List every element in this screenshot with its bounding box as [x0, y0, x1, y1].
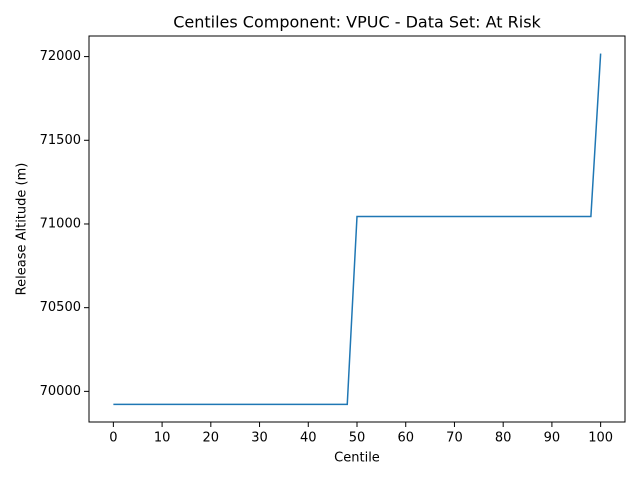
- x-tick-label: 30: [251, 431, 268, 446]
- x-tick-label: 100: [588, 431, 613, 446]
- x-tick-label: 20: [203, 431, 220, 446]
- x-axis-label: Centile: [334, 451, 380, 466]
- x-tick-label: 60: [397, 431, 414, 446]
- chart-title: Centiles Component: VPUC - Data Set: At …: [173, 13, 541, 32]
- x-tick-label: 0: [109, 431, 117, 446]
- y-axis-label: Release Altitude (m): [15, 163, 30, 296]
- data-line: [113, 53, 602, 406]
- x-tick-label: 50: [349, 431, 366, 446]
- x-tick-label: 40: [300, 431, 317, 446]
- x-tick-label: 90: [544, 431, 561, 446]
- y-tick-label: 70000: [40, 384, 81, 399]
- x-tick-label: 70: [446, 431, 463, 446]
- y-tick-label: 71500: [40, 133, 81, 148]
- y-tick-label: 71000: [40, 216, 81, 231]
- y-tick-label: 70500: [40, 300, 81, 315]
- plot-frame: [88, 35, 626, 423]
- x-tick-label: 10: [154, 431, 171, 446]
- x-tick-label: 80: [495, 431, 512, 446]
- y-tick-label: 72000: [40, 49, 81, 64]
